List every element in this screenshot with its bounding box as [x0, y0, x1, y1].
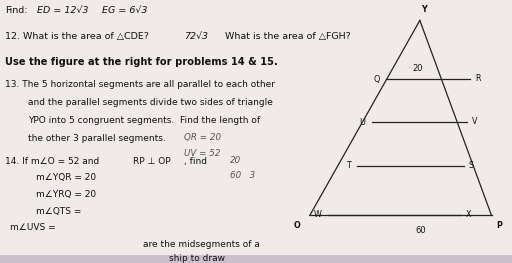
Text: are the midsegments of a: are the midsegments of a: [143, 240, 260, 249]
Text: m∠UVS =: m∠UVS =: [10, 223, 56, 232]
Text: m∠QTS =: m∠QTS =: [36, 206, 81, 216]
Text: m∠YRQ = 20: m∠YRQ = 20: [36, 190, 96, 199]
Text: YPO into 5 congruent segments.  Find the length of: YPO into 5 congruent segments. Find the …: [28, 116, 260, 125]
Text: W: W: [314, 210, 322, 219]
Text: Q: Q: [374, 74, 380, 84]
Text: the other 3 parallel segments.: the other 3 parallel segments.: [28, 134, 166, 143]
Text: X: X: [466, 210, 472, 220]
Text: U: U: [359, 118, 366, 127]
FancyBboxPatch shape: [0, 0, 512, 255]
Text: 14. If m∠O = 52 and: 14. If m∠O = 52 and: [5, 157, 102, 166]
Text: V: V: [472, 117, 478, 127]
Text: O: O: [294, 221, 301, 230]
Text: and the parallel segments divide two sides of triangle: and the parallel segments divide two sid…: [28, 98, 273, 107]
Text: 60   3: 60 3: [230, 171, 255, 180]
Text: What is the area of △FGH?: What is the area of △FGH?: [225, 32, 351, 41]
Text: EG = 6√3: EG = 6√3: [102, 6, 148, 15]
Text: 72√3: 72√3: [184, 32, 208, 41]
Text: 20: 20: [413, 64, 423, 73]
Text: RP ⊥ OP: RP ⊥ OP: [133, 157, 170, 166]
Text: Y: Y: [421, 5, 427, 14]
Text: 60: 60: [416, 226, 426, 235]
Text: , find: , find: [184, 157, 207, 166]
Text: Find:: Find:: [5, 6, 28, 15]
Text: T: T: [346, 161, 351, 170]
Text: ED = 12√3: ED = 12√3: [37, 6, 88, 15]
Text: R: R: [475, 74, 481, 83]
Text: S: S: [469, 161, 474, 170]
Text: UV = 52: UV = 52: [184, 149, 221, 158]
Text: QR = 20: QR = 20: [184, 133, 222, 141]
Text: ship to draw: ship to draw: [169, 254, 225, 263]
Text: m∠YQR = 20: m∠YQR = 20: [36, 173, 96, 183]
Text: 12. What is the area of △CDE?: 12. What is the area of △CDE?: [5, 32, 149, 41]
Text: P: P: [497, 221, 502, 230]
Text: 20: 20: [230, 155, 242, 165]
Text: 13. The 5 horizontal segments are all parallel to each other: 13. The 5 horizontal segments are all pa…: [5, 80, 275, 89]
Text: Use the figure at the right for problems 14 & 15.: Use the figure at the right for problems…: [5, 57, 278, 67]
